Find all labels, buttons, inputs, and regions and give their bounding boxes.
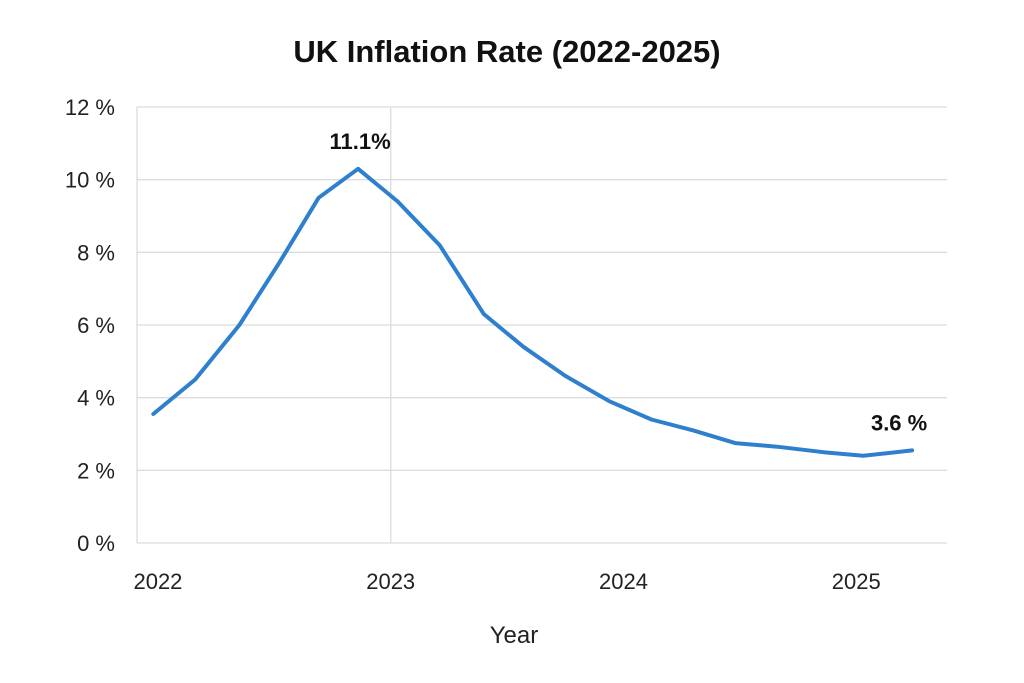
grid [136, 106, 947, 544]
y-tick-label: 2 % [77, 458, 115, 483]
x-tick-label: 2025 [832, 569, 881, 594]
y-tick-label: 10 % [65, 168, 115, 193]
y-axis: 0 % 2 % 4 % 6 % 8 % 10 % 12 % [65, 95, 115, 556]
x-axis-label: Year [490, 622, 539, 649]
x-tick-label: 2024 [599, 569, 648, 594]
data-label: 11.1% [330, 129, 391, 154]
x-axis: 2022 2023 2024 2025 [133, 569, 880, 594]
y-tick-label: 6 % [77, 313, 115, 338]
chart-title: UK Inflation Rate (2022-2025) [293, 34, 720, 69]
x-tick-label: 2023 [366, 569, 415, 594]
x-tick-label: 2022 [133, 569, 182, 594]
inflation-line [151, 166, 915, 458]
series [151, 166, 915, 458]
y-tick-label: 0 % [77, 531, 115, 556]
y-tick-label: 12 % [65, 95, 115, 120]
y-tick-label: 8 % [77, 240, 115, 265]
data-label: 3.6 % [871, 410, 927, 435]
y-tick-label: 4 % [77, 386, 115, 411]
annotations: 11.1% 3.6 % [330, 129, 928, 436]
